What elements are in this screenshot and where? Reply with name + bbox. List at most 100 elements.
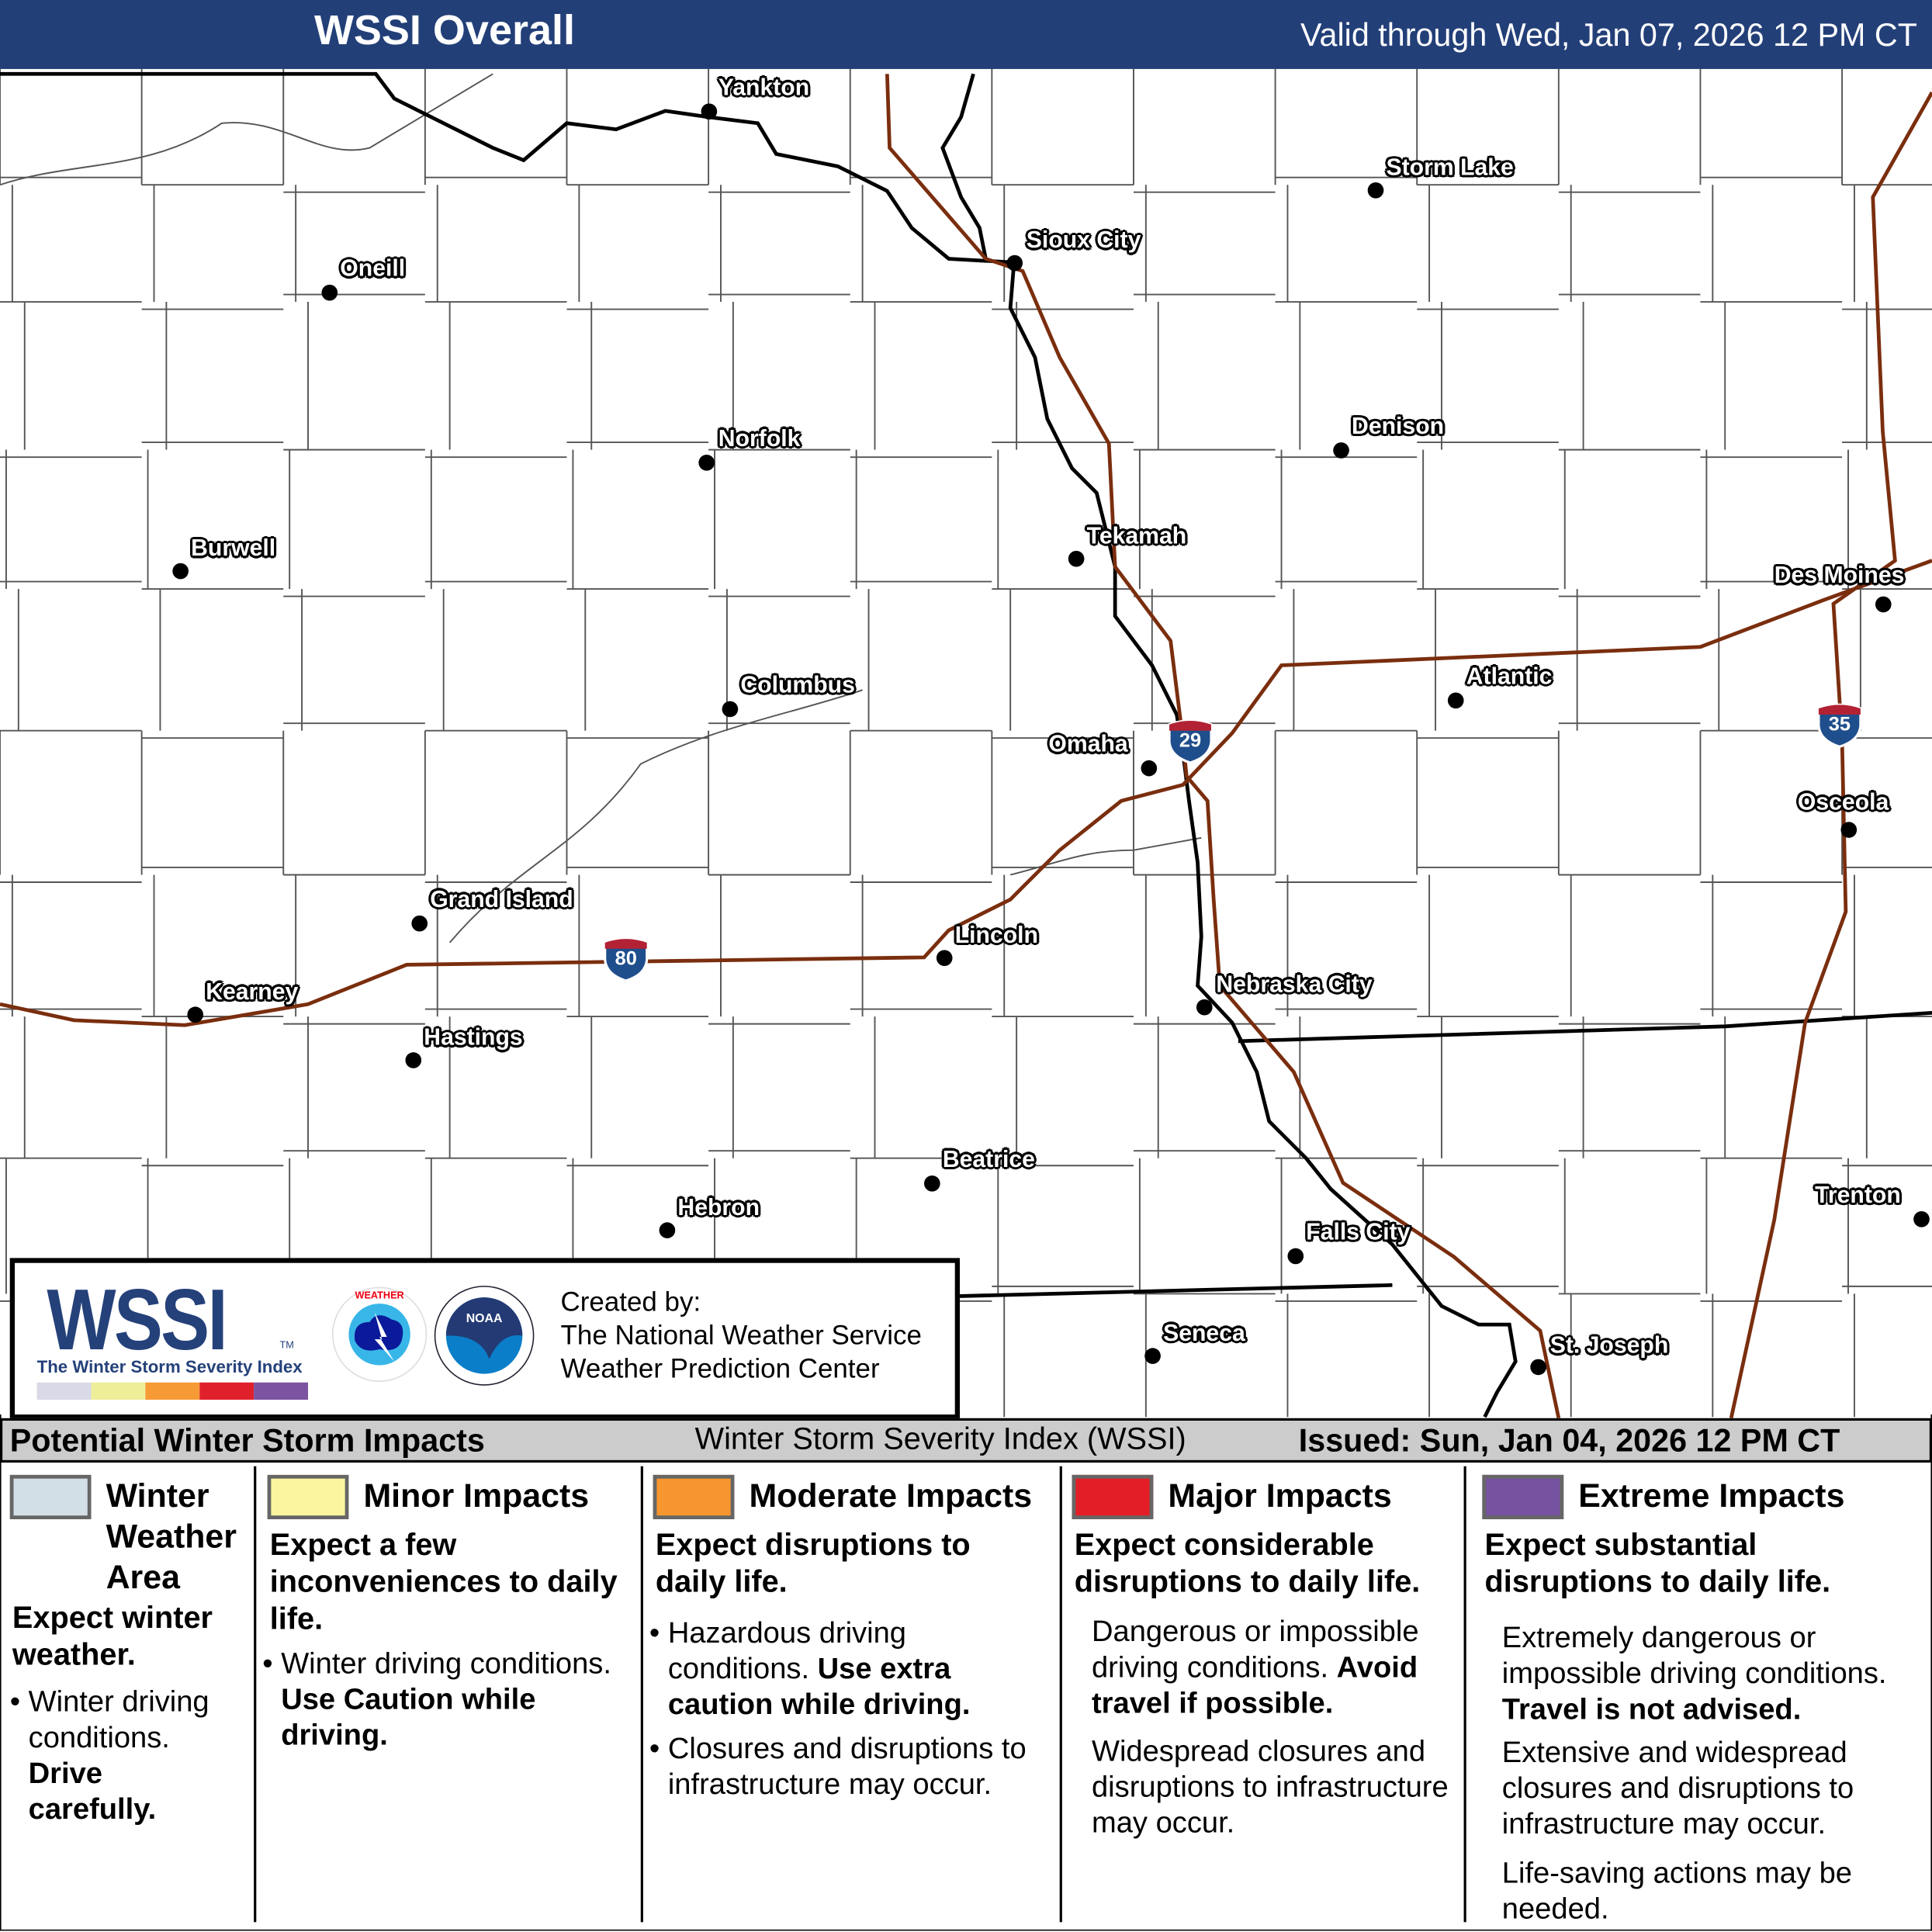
city-label: Atlantic — [1466, 663, 1553, 691]
city-dot — [1287, 1248, 1304, 1265]
legend-swatch — [1482, 1474, 1564, 1520]
wssi-wordmark: WSSI — [47, 1271, 227, 1368]
city-label: Norfolk — [718, 426, 801, 452]
bullet-text: Hazardous driving conditions. — [667, 1616, 907, 1686]
created-by: Created by: — [560, 1286, 701, 1317]
legend-bullet: • Hazardous driving conditions. Use extr… — [649, 1616, 971, 1722]
divider — [1059, 1466, 1062, 1923]
city-dot — [1144, 1348, 1161, 1364]
interstate-80-shield: 80 — [601, 933, 651, 982]
city-label: Kearney — [206, 979, 299, 1006]
swatch-minor — [91, 1382, 146, 1400]
legend-index-name: Winter Storm Severity Index (WSSI) — [694, 1421, 1186, 1457]
city-label: Osceola — [1797, 789, 1889, 816]
legend-summary: Expect considerable disruptions to daily… — [1074, 1528, 1421, 1600]
city-label: Grand Island — [430, 887, 573, 913]
city-dot — [1367, 182, 1384, 199]
legend-text: Dangerous or impossible driving conditio… — [1092, 1614, 1461, 1721]
city-label: Yankton — [718, 74, 810, 102]
legend-text: Life-saving actions may be needed. — [1501, 1857, 1853, 1927]
swatch-extreme — [254, 1382, 309, 1400]
city-dot — [1875, 596, 1892, 613]
interstate-29-shield: 29 — [1165, 715, 1215, 764]
legend-summary: Expect disruptions to daily life. — [655, 1528, 971, 1600]
trademark: TM — [279, 1339, 294, 1351]
city-dot — [1913, 1211, 1930, 1227]
city-label: Omaha — [1048, 732, 1128, 758]
city-dot — [405, 1052, 422, 1068]
legend-bullet: • Closures and disruptions to infrastruc… — [649, 1731, 1044, 1802]
city-dot — [187, 1006, 204, 1023]
city-label: Trenton — [1815, 1182, 1901, 1209]
swatch-winter — [36, 1382, 92, 1400]
city-label: Denison — [1352, 414, 1445, 440]
city-dot — [701, 103, 718, 120]
city-label: Sioux City — [1026, 227, 1141, 254]
map-canvas — [0, 68, 1932, 1418]
swatch-major — [199, 1382, 254, 1400]
city-dot — [1447, 692, 1464, 709]
divider — [254, 1466, 257, 1923]
city-label: Lincoln — [954, 923, 1038, 949]
city-dot — [924, 1175, 940, 1192]
interstate-35-label: 35 — [1828, 715, 1851, 736]
city-dot — [172, 563, 189, 580]
bullet-text: Closures and disruptions to infrastructu… — [667, 1732, 1027, 1802]
city-dot — [1006, 254, 1023, 272]
county-lines — [0, 68, 1932, 1418]
bullet-bold: Use extra caution while driving. — [667, 1652, 971, 1722]
noaa-logo-icon: NOAA — [434, 1286, 535, 1386]
city-label: Beatrice — [942, 1147, 1035, 1173]
city-label: Seneca — [1163, 1321, 1245, 1347]
bullet-bold: Use Caution while driving. — [281, 1683, 536, 1753]
map-title: WSSI Overall — [313, 7, 576, 54]
org-nws: The National Weather Service — [560, 1319, 922, 1351]
city-dot — [659, 1222, 676, 1238]
city-label: Storm Lake — [1386, 155, 1514, 182]
legend-text: Extremely dangerous or impossible drivin… — [1502, 1620, 1927, 1727]
bullet-text: Winter driving conditions. — [28, 1685, 209, 1755]
legend-title: Extreme Impacts — [1578, 1477, 1845, 1515]
credits: Created by: The National Weather Service… — [561, 1285, 922, 1385]
city-dot — [1141, 760, 1158, 777]
legend-text: Extensive and widespread closures and di… — [1501, 1736, 1854, 1841]
legend-bold: Avoid travel if possible. — [1091, 1650, 1418, 1720]
wssi-subtitle: The Winter Storm Severity Index — [36, 1356, 303, 1376]
legend-summary: Expect a few inconveniences to daily lif… — [269, 1528, 618, 1636]
legend-line: Extremely dangerous or impossible drivin… — [1501, 1621, 1887, 1691]
legend-swatch — [267, 1474, 349, 1520]
city-dot — [1333, 442, 1349, 459]
city-label: St. Joseph — [1549, 1333, 1669, 1359]
divider — [1463, 1466, 1466, 1923]
city-dot — [1196, 999, 1213, 1016]
bullet-bold: Drive carefully. — [28, 1757, 157, 1826]
legend-title: Moderate Impacts — [749, 1477, 1033, 1515]
nws-logo-icon: WEATHER — [331, 1286, 428, 1382]
city-label: Falls City — [1306, 1220, 1411, 1246]
legend-bold: Travel is not advised. — [1501, 1692, 1802, 1726]
legend-swatch — [653, 1474, 735, 1520]
org-wpc: Weather Prediction Center — [560, 1352, 880, 1384]
bullet-text: Winter driving conditions. — [281, 1647, 611, 1681]
city-label: Hastings — [424, 1025, 523, 1051]
legend-bullet: • Winter driving conditions. Drive carefu… — [9, 1685, 209, 1826]
legend-swatch — [9, 1474, 92, 1520]
legend-title: Winter Weather Area — [106, 1477, 237, 1596]
legend-bullet: • Winter driving conditions. Use Caution… — [262, 1647, 611, 1753]
legend-summary: Expect winter weather. — [12, 1600, 213, 1672]
city-dot — [698, 454, 715, 471]
logo-box: WSSI TM The Winter Storm Severity Index … — [9, 1258, 961, 1420]
valid-time: Valid through Wed, Jan 07, 2026 12 PM CT — [1300, 16, 1917, 54]
city-dot — [1840, 822, 1858, 838]
issued-time: Issued: Sun, Jan 04, 2026 12 PM CT — [1298, 1421, 1840, 1459]
city-dot — [1068, 550, 1085, 567]
legend-text: Widespread closures and disruptions to i… — [1091, 1734, 1449, 1840]
city-label: Des Moines — [1774, 563, 1905, 590]
legend-frame — [0, 1414, 1932, 1931]
rivers — [0, 73, 1202, 943]
state-borders — [0, 71, 1932, 1418]
interstate-29-label: 29 — [1179, 730, 1202, 752]
city-dot — [936, 950, 953, 966]
city-label: Tekamah — [1086, 523, 1187, 550]
